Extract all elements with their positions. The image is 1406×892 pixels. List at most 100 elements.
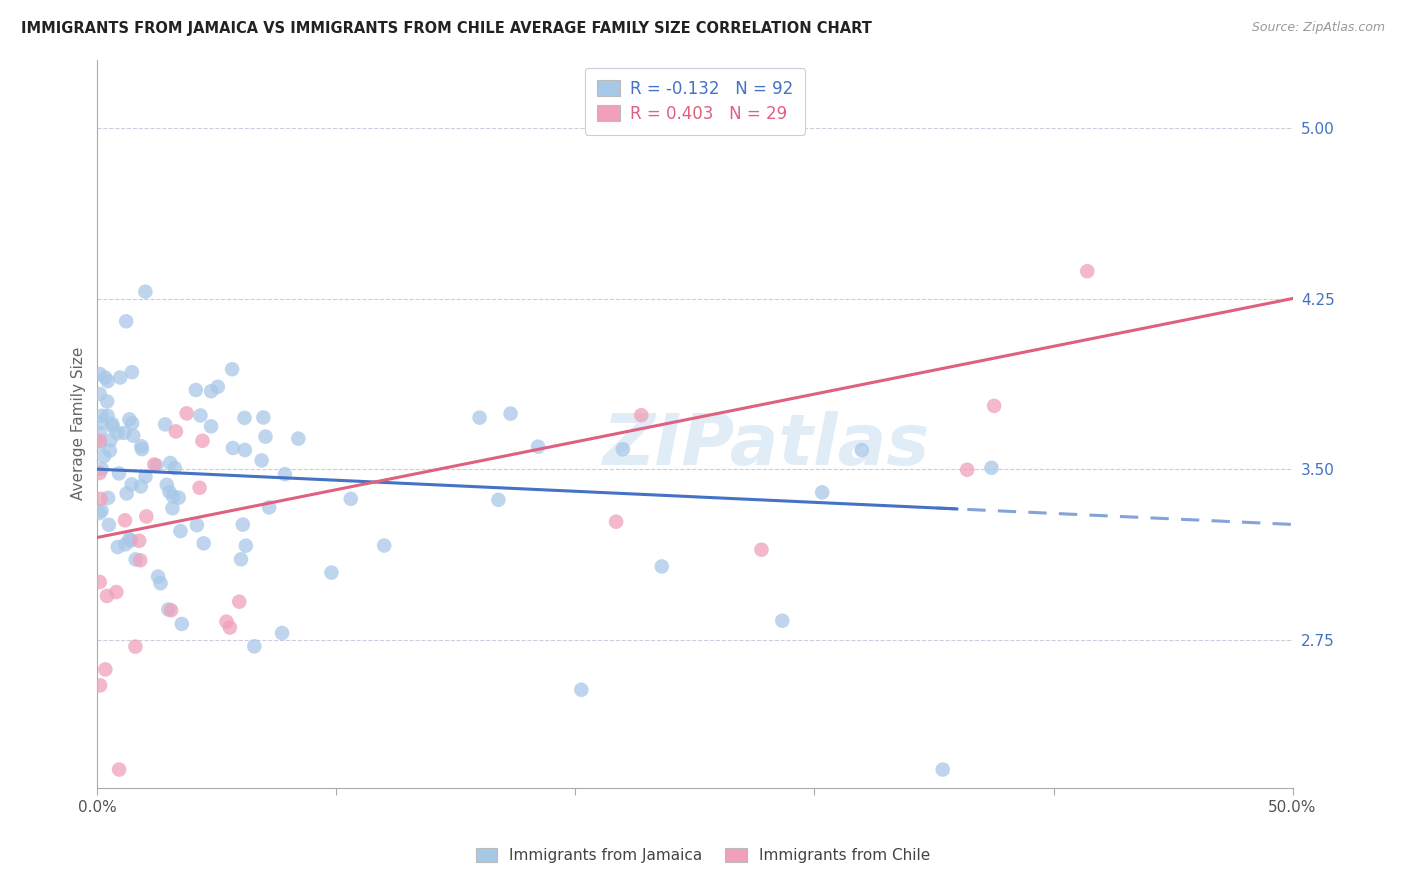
Point [97,517,120,532]
Point [100,433,122,447]
Point [156,477,179,491]
Text: Source: ZipAtlas.com: Source: ZipAtlas.com [1251,21,1385,34]
Point [271,626,294,640]
Point [94,370,117,384]
Point [89,466,111,480]
Point [228,595,250,609]
Point [287,432,309,446]
Point [221,362,243,376]
Point [851,443,873,458]
Point [193,536,215,550]
Point [340,491,363,506]
Point [121,477,143,491]
Point [932,763,955,777]
Point [232,517,254,532]
Point [97,409,120,423]
Point [121,416,143,430]
Point [90,462,112,476]
Point [90,503,112,517]
Point [630,408,652,422]
Point [105,585,128,599]
Point [89,574,111,589]
Legend: R = -0.132   N = 92, R = 0.403   N = 29: R = -0.132 N = 92, R = 0.403 N = 29 [585,68,804,135]
Point [131,442,153,457]
Point [97,491,120,505]
Point [89,387,111,401]
Point [190,409,212,423]
Point [274,467,297,482]
Point [159,456,181,470]
Point [159,484,181,499]
Point [162,490,184,504]
Point [135,509,157,524]
Point [93,449,115,463]
Point [250,453,273,467]
Point [160,603,183,617]
Point [101,419,124,434]
Y-axis label: Average Family Size: Average Family Size [72,347,86,500]
Point [131,439,153,453]
Point [983,399,1005,413]
Point [235,539,257,553]
Point [134,285,156,299]
Point [170,616,193,631]
Point [108,467,131,481]
Point [321,566,343,580]
Point [956,463,979,477]
Point [751,542,773,557]
Point [89,434,111,448]
Point [162,501,184,516]
Point [89,678,111,692]
Point [184,383,207,397]
Point [218,620,240,634]
Point [243,640,266,654]
Point [186,518,208,533]
Point [90,416,112,430]
Point [112,425,135,440]
Point [124,552,146,566]
Point [118,412,141,426]
Point [90,491,112,506]
Point [229,552,252,566]
Point [980,460,1002,475]
Point [97,374,120,388]
Text: IMMIGRANTS FROM JAMAICA VS IMMIGRANTS FROM CHILE AVERAGE FAMILY SIZE CORRELATION: IMMIGRANTS FROM JAMAICA VS IMMIGRANTS FR… [21,21,872,36]
Point [222,441,245,455]
Point [569,682,592,697]
Point [121,365,143,379]
Point [107,426,129,441]
Point [169,524,191,538]
Point [98,443,121,458]
Point [233,410,256,425]
Point [499,407,522,421]
Point [129,553,152,567]
Point [122,428,145,442]
Point [96,589,118,603]
Point [143,458,166,472]
Point [129,479,152,493]
Point [157,602,180,616]
Point [115,486,138,500]
Point [486,492,509,507]
Point [176,406,198,420]
Point [651,559,673,574]
Point [373,539,395,553]
Point [90,409,112,423]
Point [145,458,167,473]
Point [163,461,186,475]
Point [200,419,222,434]
Point [153,417,176,432]
Point [107,540,129,554]
Point [115,314,138,328]
Point [114,513,136,527]
Point [612,442,634,457]
Point [200,384,222,399]
Point [254,429,277,443]
Legend: Immigrants from Jamaica, Immigrants from Chile: Immigrants from Jamaica, Immigrants from… [468,840,938,871]
Point [146,569,169,583]
Point [89,426,111,441]
Point [527,440,550,454]
Point [108,370,131,384]
Point [770,614,793,628]
Point [605,515,627,529]
